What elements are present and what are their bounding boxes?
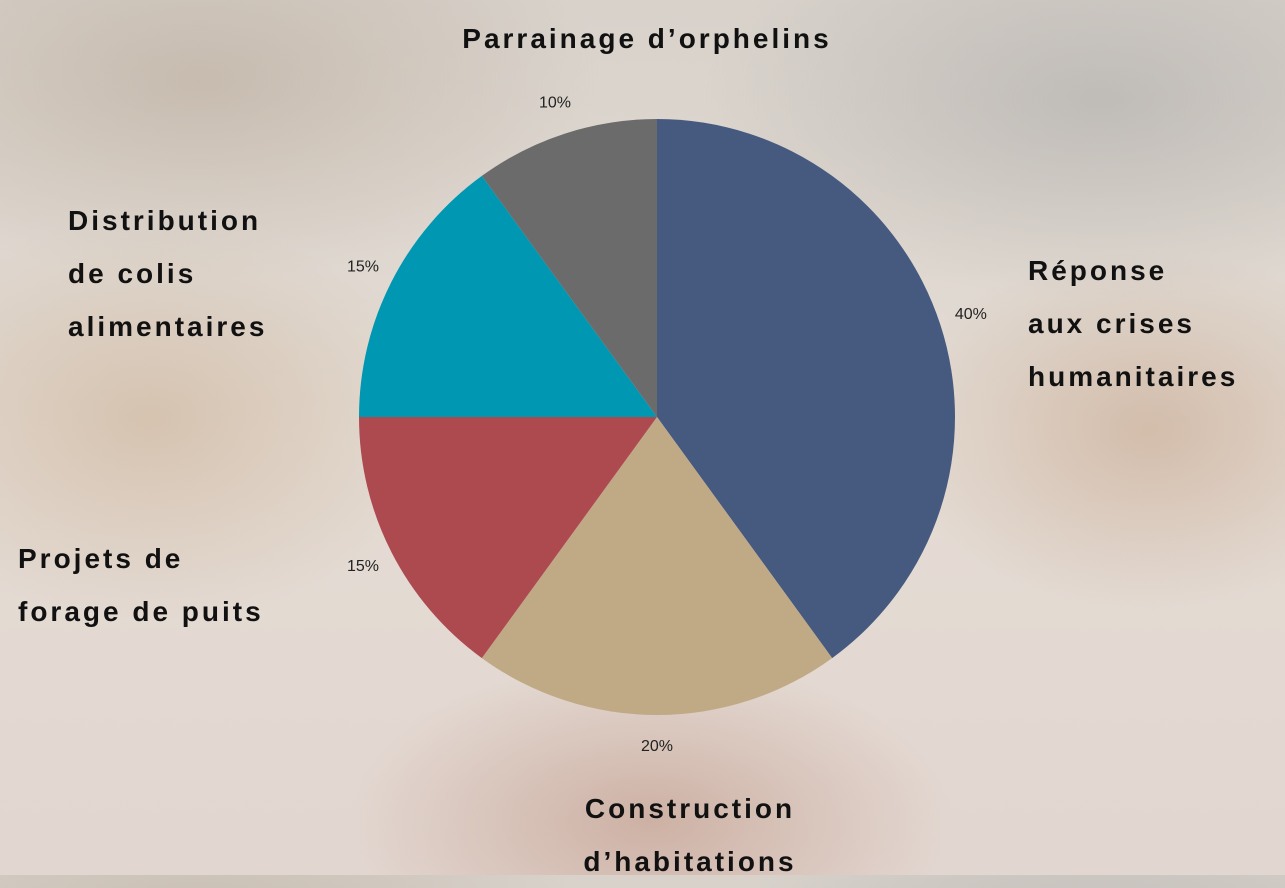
page: 40% 20% 15% 15% 10% Réponse aux crises human…: [0, 0, 1285, 875]
category-label: Réponse aux crises humanitaires: [1028, 244, 1238, 403]
chart: 40% 20% 15% 15% 10%: [0, 0, 1285, 875]
value-label: 10%: [539, 94, 571, 111]
category-label: Construction d’habitations: [540, 782, 840, 888]
category-label: Projets de forage de puits: [18, 532, 264, 638]
value-label: 15%: [347, 558, 379, 575]
category-label: Parrainage d’orphelins: [347, 12, 947, 65]
value-label: 40%: [955, 306, 987, 323]
value-label: 20%: [641, 738, 673, 755]
category-label: Distribution de colis alimentaires: [68, 194, 267, 353]
value-label: 15%: [347, 258, 379, 275]
